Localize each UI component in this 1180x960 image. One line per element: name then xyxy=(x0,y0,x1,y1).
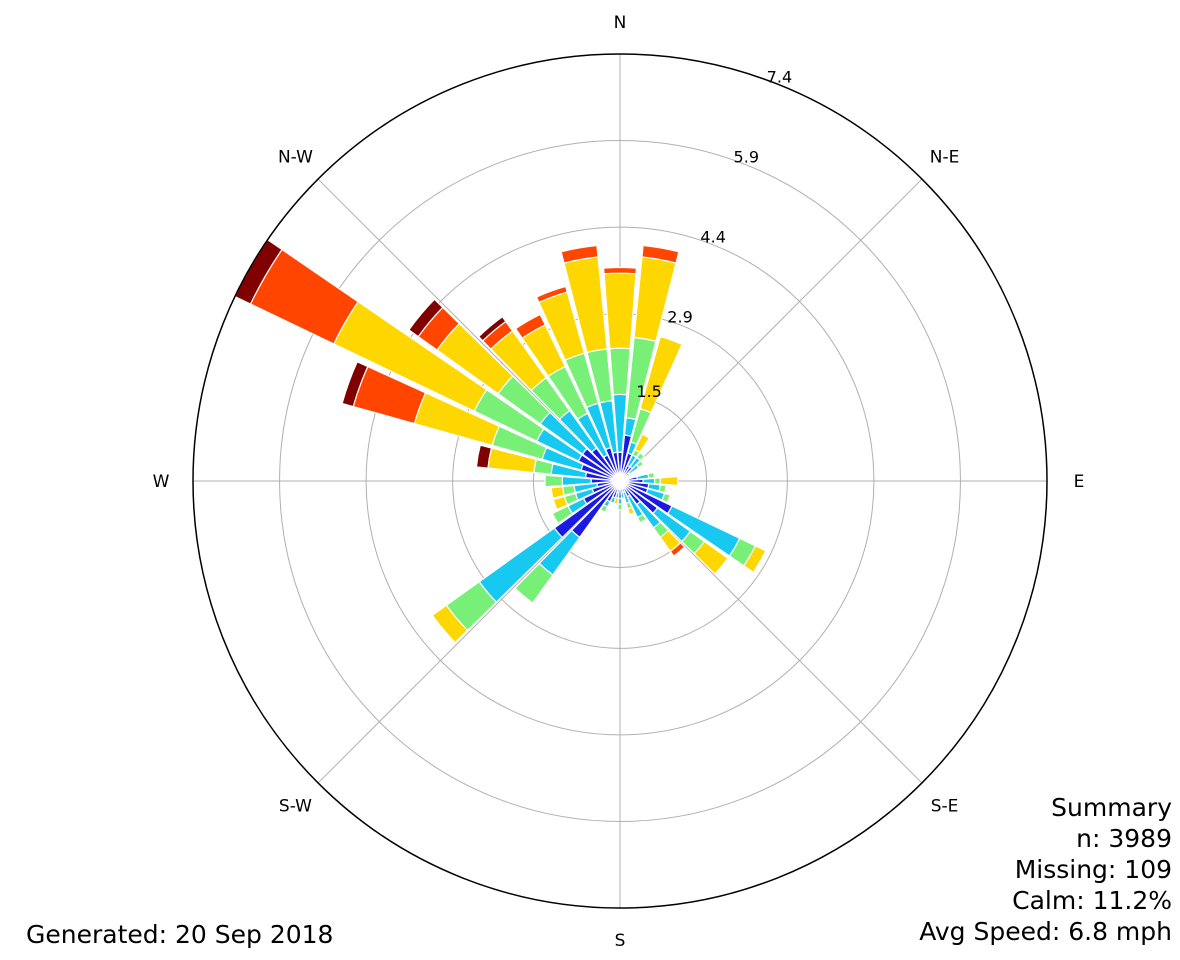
wind-bar-segment xyxy=(635,452,646,462)
wind-bar-segment xyxy=(552,495,569,511)
wind-bar-segment xyxy=(636,513,647,524)
wind-bar-segment xyxy=(647,471,656,479)
grid-spoke xyxy=(619,178,923,482)
wind-bar-segment xyxy=(658,484,667,494)
wind-bar-segment xyxy=(431,604,469,644)
grid-spoke xyxy=(317,178,621,482)
wind-bar-segment xyxy=(659,475,679,487)
generated-date: Generated: 20 Sep 2018 xyxy=(26,920,334,949)
wind-bar-segment xyxy=(599,503,609,514)
wind-bar-segment xyxy=(693,540,729,575)
radial-tick-label: 5.9 xyxy=(734,147,759,166)
radial-tick-label: 1.5 xyxy=(636,382,661,401)
direction-label: W xyxy=(153,472,170,492)
direction-label: S-E xyxy=(931,797,959,817)
direction-label: N-E xyxy=(930,147,960,167)
summary-avg-speed: Avg Speed: 6.8 mph xyxy=(919,917,1172,946)
wind-bar-segment xyxy=(633,256,677,343)
wind-bar-segment xyxy=(550,485,565,499)
wind-bar-segment xyxy=(544,474,564,488)
wind-bar-segment xyxy=(514,562,554,604)
wind-bar-segment xyxy=(623,473,632,480)
direction-label: E xyxy=(1074,472,1085,492)
direction-labels: N N-E E S-E S S-W W N-W xyxy=(153,13,1085,951)
radial-tick-label: 4.4 xyxy=(700,227,725,246)
grid-spoke xyxy=(619,480,923,784)
summary-missing: Missing: 109 xyxy=(1014,855,1172,884)
wind-rose-bars xyxy=(234,238,767,644)
summary-n: n: 3989 xyxy=(1076,824,1172,853)
wind-bar-segment xyxy=(653,477,661,485)
wind-bar-segment xyxy=(742,545,767,574)
radial-tick-labels: 1.5 2.9 4.4 5.9 7.4 xyxy=(636,68,792,402)
wind-bar-segment xyxy=(408,298,444,338)
wind-bar-segment xyxy=(477,315,507,342)
radial-tick-label: 2.9 xyxy=(667,307,692,326)
direction-label: S-W xyxy=(279,797,312,817)
outer-ring xyxy=(192,53,1048,909)
wind-bar-segment xyxy=(514,313,547,340)
wind-bar-segment xyxy=(535,285,568,304)
grid-spoke xyxy=(317,480,621,784)
wind-bar-segment xyxy=(609,347,631,396)
direction-label: N-W xyxy=(278,147,313,167)
wind-bar-segment xyxy=(639,335,683,414)
wind-bar-segment xyxy=(669,541,686,557)
wind-bar-segment xyxy=(560,244,599,264)
wind-bar-segment xyxy=(627,506,636,516)
wind-bar-segment xyxy=(602,266,638,275)
summary-title: Summary xyxy=(1051,793,1172,822)
direction-label: S xyxy=(615,931,626,951)
wind-bar-segment xyxy=(551,505,574,525)
wind-bar-segment xyxy=(634,433,651,454)
summary-box: Summary n: 3989 Missing: 109 Calm: 11.2%… xyxy=(919,792,1172,947)
wind-bar-segment xyxy=(635,459,645,469)
wind-bar-segment xyxy=(661,492,671,504)
wind-bar-segment xyxy=(603,272,637,350)
wind-bar-segment xyxy=(475,444,493,469)
wind-bar-segment xyxy=(617,503,623,511)
radial-tick-label: 7.4 xyxy=(767,68,792,87)
direction-label: N xyxy=(614,13,627,33)
summary-calm: Calm: 11.2% xyxy=(1012,886,1172,915)
wind-bar-segment xyxy=(341,361,369,408)
wind-bar-segment xyxy=(641,244,680,264)
